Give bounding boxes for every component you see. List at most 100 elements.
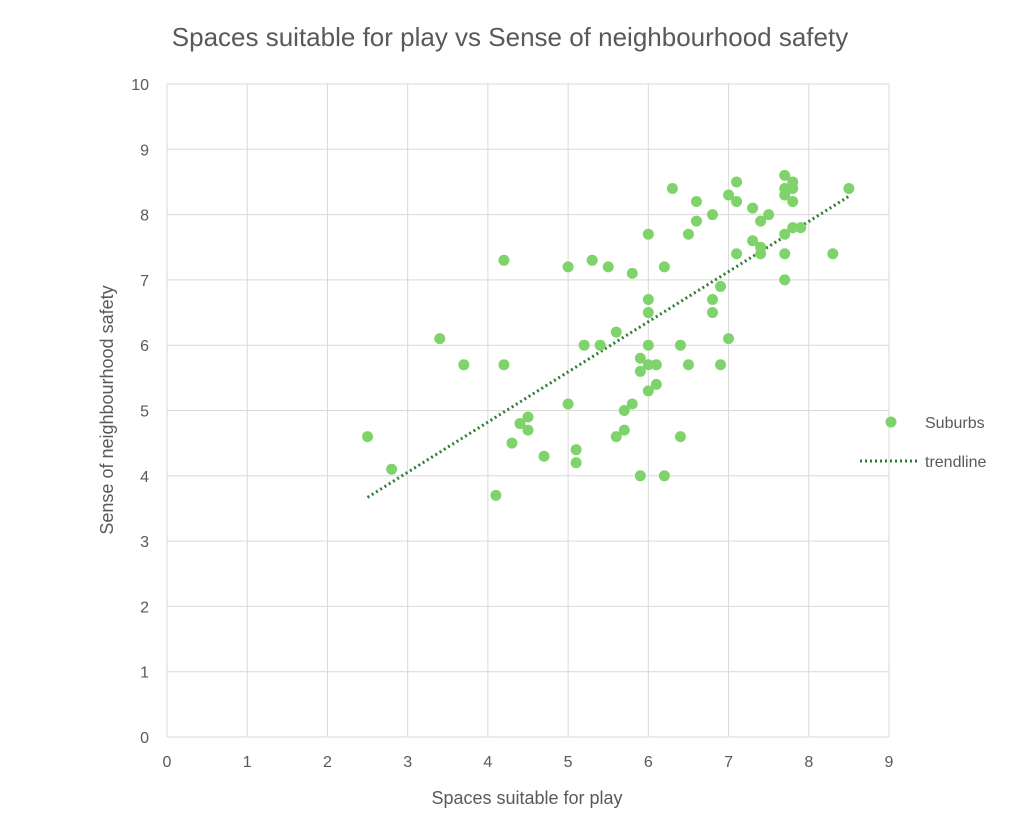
data-point bbox=[779, 228, 791, 240]
x-tick-label: 7 bbox=[724, 754, 733, 771]
y-tick-label: 6 bbox=[140, 338, 149, 355]
x-tick-label: 6 bbox=[644, 754, 653, 771]
data-point bbox=[610, 326, 622, 338]
data-point bbox=[755, 248, 767, 260]
data-point bbox=[707, 209, 719, 221]
data-point bbox=[674, 431, 686, 443]
data-point bbox=[490, 489, 502, 501]
data-point bbox=[434, 333, 446, 345]
data-point bbox=[594, 339, 606, 351]
x-tick-label: 2 bbox=[323, 754, 332, 771]
data-point bbox=[506, 437, 518, 449]
data-points bbox=[362, 169, 855, 501]
y-tick-label: 8 bbox=[140, 208, 149, 225]
chart-title: Spaces suitable for play vs Sense of nei… bbox=[172, 22, 848, 52]
data-point bbox=[538, 450, 550, 462]
tick-labels: 0 1 2 3 4 5 6 7 8 9 0 1 2 3 4 5 6 7 8 9 10 bbox=[131, 77, 893, 771]
data-point bbox=[666, 182, 678, 194]
data-point bbox=[642, 359, 654, 371]
x-tick-label: 0 bbox=[163, 754, 172, 771]
data-point bbox=[779, 189, 791, 201]
data-point bbox=[731, 196, 743, 208]
data-point bbox=[386, 463, 398, 475]
data-point bbox=[707, 293, 719, 305]
data-point bbox=[682, 359, 694, 371]
data-point bbox=[763, 209, 775, 221]
y-tick-label: 2 bbox=[140, 599, 149, 616]
x-axis-label: Spaces suitable for play bbox=[431, 788, 622, 808]
y-tick-label: 1 bbox=[140, 665, 149, 682]
data-point bbox=[602, 261, 614, 273]
data-point bbox=[618, 424, 630, 436]
grid-lines bbox=[166, 83, 890, 738]
data-point bbox=[570, 457, 582, 469]
data-point bbox=[674, 339, 686, 351]
data-point bbox=[747, 202, 759, 214]
data-point bbox=[562, 398, 574, 410]
y-tick-label: 5 bbox=[140, 404, 149, 421]
data-point bbox=[642, 293, 654, 305]
data-point bbox=[586, 254, 598, 266]
data-point bbox=[362, 431, 374, 443]
data-point bbox=[522, 424, 534, 436]
data-point bbox=[498, 254, 510, 266]
legend-marker-suburbs bbox=[885, 416, 897, 428]
data-point bbox=[658, 470, 670, 482]
data-point bbox=[707, 307, 719, 319]
data-point bbox=[634, 352, 646, 364]
data-point bbox=[650, 378, 662, 390]
y-tick-label: 0 bbox=[140, 730, 149, 747]
x-tick-label: 9 bbox=[885, 754, 894, 771]
y-tick-label: 4 bbox=[140, 469, 149, 486]
legend-label-suburbs: Suburbs bbox=[925, 415, 985, 432]
data-point bbox=[634, 470, 646, 482]
data-point bbox=[626, 398, 638, 410]
data-point bbox=[610, 431, 622, 443]
data-point bbox=[642, 307, 654, 319]
y-tick-label: 9 bbox=[140, 142, 149, 159]
legend: Suburbs trendline bbox=[860, 415, 986, 471]
data-point bbox=[682, 228, 694, 240]
data-point bbox=[650, 359, 662, 371]
data-point bbox=[562, 261, 574, 273]
data-point bbox=[715, 359, 727, 371]
data-point bbox=[731, 248, 743, 260]
data-point bbox=[570, 444, 582, 456]
data-point bbox=[626, 267, 638, 279]
data-point bbox=[458, 359, 470, 371]
data-point bbox=[658, 261, 670, 273]
data-point bbox=[578, 339, 590, 351]
data-point bbox=[787, 222, 799, 234]
y-tick-label: 10 bbox=[131, 77, 149, 94]
data-point bbox=[642, 339, 654, 351]
data-point bbox=[827, 248, 839, 260]
trendline bbox=[366, 195, 850, 499]
data-point bbox=[787, 182, 799, 194]
data-point bbox=[795, 222, 807, 234]
data-point bbox=[787, 196, 799, 208]
x-tick-label: 1 bbox=[243, 754, 252, 771]
x-tick-label: 8 bbox=[804, 754, 813, 771]
x-tick-label: 5 bbox=[564, 754, 573, 771]
data-point bbox=[690, 215, 702, 227]
y-tick-label: 7 bbox=[140, 273, 149, 290]
data-point bbox=[843, 182, 855, 194]
data-point bbox=[779, 248, 791, 260]
data-point bbox=[498, 359, 510, 371]
x-tick-label: 4 bbox=[483, 754, 492, 771]
data-point bbox=[634, 365, 646, 377]
data-point bbox=[723, 333, 735, 345]
x-tick-label: 3 bbox=[403, 754, 412, 771]
legend-label-trendline: trendline bbox=[925, 454, 986, 471]
data-point bbox=[723, 189, 735, 201]
data-point bbox=[779, 274, 791, 286]
data-point bbox=[642, 385, 654, 397]
y-tick-label: 3 bbox=[140, 534, 149, 551]
data-point bbox=[715, 280, 727, 292]
y-axis-label: Sense of neighbourhood safety bbox=[97, 285, 117, 534]
data-point bbox=[747, 235, 759, 247]
data-point bbox=[618, 405, 630, 416]
data-point bbox=[522, 411, 534, 423]
data-point bbox=[514, 418, 526, 430]
